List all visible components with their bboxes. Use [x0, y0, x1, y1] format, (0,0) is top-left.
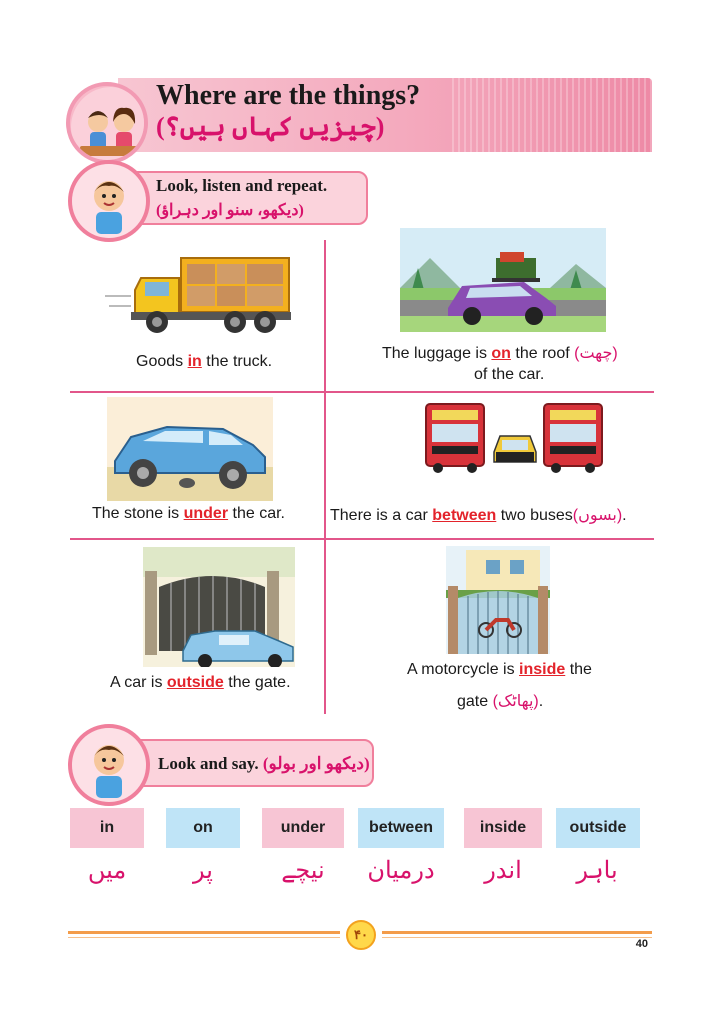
caption-on-line2: of the car. [474, 366, 545, 383]
word-card-between: between [358, 808, 444, 848]
section-heading: Look and say. (دیکھو اور بولو) [158, 754, 370, 773]
word-card-outside: outside [556, 808, 640, 848]
truck-illustration [105, 250, 295, 336]
word-card-on: on [166, 808, 240, 848]
page-title-urdu: (چیزیں کہاں ہیں؟) [156, 112, 385, 141]
car-between-buses-illustration [422, 402, 612, 474]
keyword-outside: outside [166, 674, 224, 691]
footer-rule-right [382, 931, 652, 934]
footer-rule-right-thin [382, 937, 652, 938]
urdu-word-between: درمیان [367, 858, 435, 884]
page-number-badge: ۴۰ [346, 920, 376, 950]
section-header-box [110, 739, 374, 787]
page-number: 40 [635, 938, 648, 950]
word-card-in: in [70, 808, 144, 848]
motorcycle-inside-gate-illustration [446, 546, 550, 654]
caption-outside: A car is outside the gate. [110, 674, 291, 691]
section-header-box [110, 171, 368, 225]
section-heading-urdu: (دیکھو، سنو اور دہراؤ) [156, 202, 304, 219]
car-outside-gate-illustration [143, 547, 295, 667]
page-title: Where are the things? [156, 80, 421, 111]
caption-under: The stone is under the car. [92, 505, 285, 522]
title-banner [118, 78, 652, 152]
keyword-inside: inside [519, 661, 566, 678]
keyword-on: on [491, 345, 511, 362]
urdu-word-outside: باہر [576, 858, 618, 884]
word-card-inside: inside [464, 808, 542, 848]
urdu-word-on: پر [193, 858, 213, 884]
footer-rule-left-thin [68, 937, 340, 938]
grid-divider-horizontal [70, 391, 654, 393]
kids-illustration [66, 82, 148, 164]
grid-divider-horizontal [70, 538, 654, 540]
caption-in: Goods in the truck. [136, 353, 273, 370]
keyword-between: between [432, 507, 497, 524]
section-heading-urdu: (دیکھو اور بولو) [262, 754, 370, 773]
grid-divider-vertical [324, 240, 326, 714]
keyword-under: under [183, 505, 229, 522]
urdu-word-in: میں [87, 858, 127, 884]
boy-avatar [68, 724, 150, 806]
keyword-in: in [187, 353, 202, 370]
caption-inside: A motorcycle is inside the [407, 661, 592, 678]
caption-between: There is a car between two buses(بسوں). [330, 507, 627, 524]
car-roof-luggage-illustration [400, 228, 606, 332]
section-heading: Look, listen and repeat. [156, 176, 328, 195]
boy-avatar [68, 160, 150, 242]
caption-inside-line2: gate (پھاٹک). [457, 693, 544, 710]
urdu-word-under: نیچے [281, 858, 325, 884]
word-card-under: under [262, 808, 344, 848]
footer-rule-left [68, 931, 340, 934]
caption-on: The luggage is on the roof (چھت) [382, 345, 618, 362]
car-stone-illustration [107, 397, 273, 501]
urdu-word-inside: اندر [484, 858, 522, 884]
